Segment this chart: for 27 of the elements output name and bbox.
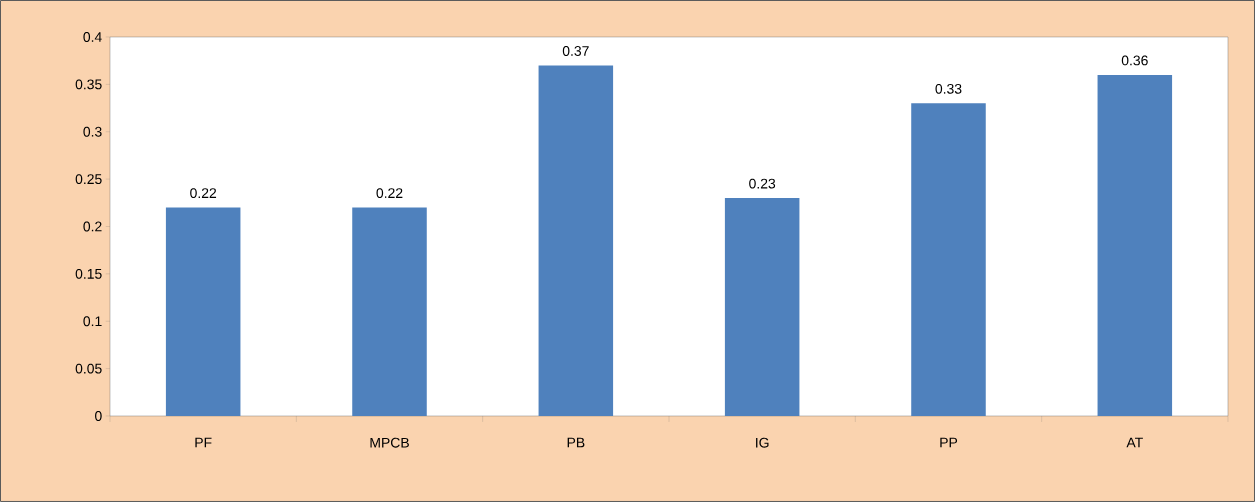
x-tick-label: IG [756, 437, 769, 448]
bar [165, 207, 241, 416]
y-tick-label: 0.1 [83, 316, 102, 327]
x-tick-label: PP [940, 437, 958, 448]
y-tick-label: 0.35 [75, 79, 102, 90]
x-tick-label: AT [1126, 437, 1143, 448]
data-label: 0.37 [562, 46, 589, 56]
x-tick-label: MPCB [370, 437, 409, 448]
y-tick-label: 0.15 [75, 268, 102, 279]
y-tick-label: 0.4 [83, 32, 102, 42]
data-label: 0.36 [1121, 55, 1148, 66]
y-tick-label: 0.3 [83, 126, 102, 137]
y-tick-label: 0.05 [75, 363, 102, 374]
bar [538, 65, 614, 416]
y-tick-label: 0.25 [75, 174, 102, 185]
data-label: 0.23 [749, 178, 776, 189]
bar [724, 198, 800, 416]
bar [352, 207, 427, 416]
bar [1097, 74, 1173, 416]
bar [911, 103, 986, 416]
x-tick-label: PF [195, 437, 212, 448]
data-label: 0.33 [935, 83, 962, 94]
data-label: 0.22 [376, 188, 403, 199]
y-tick-label: 0.2 [83, 221, 102, 232]
x-tick-label: PB [567, 437, 585, 448]
y-tick-label: 0 [95, 411, 102, 421]
data-label: 0.22 [190, 188, 217, 199]
